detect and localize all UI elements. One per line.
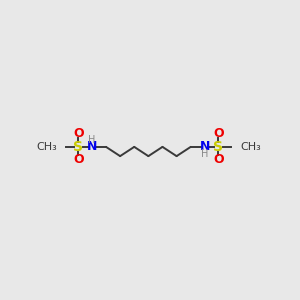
Text: CH₃: CH₃: [36, 142, 57, 152]
Text: S: S: [213, 140, 224, 154]
Text: O: O: [213, 127, 224, 140]
Text: H: H: [201, 149, 208, 159]
Text: N: N: [87, 140, 97, 153]
Text: N: N: [200, 140, 210, 153]
Text: O: O: [73, 127, 84, 140]
Text: O: O: [213, 154, 224, 166]
Text: O: O: [73, 154, 84, 166]
Text: CH₃: CH₃: [240, 142, 261, 152]
Text: H: H: [88, 135, 96, 145]
Text: S: S: [73, 140, 83, 154]
